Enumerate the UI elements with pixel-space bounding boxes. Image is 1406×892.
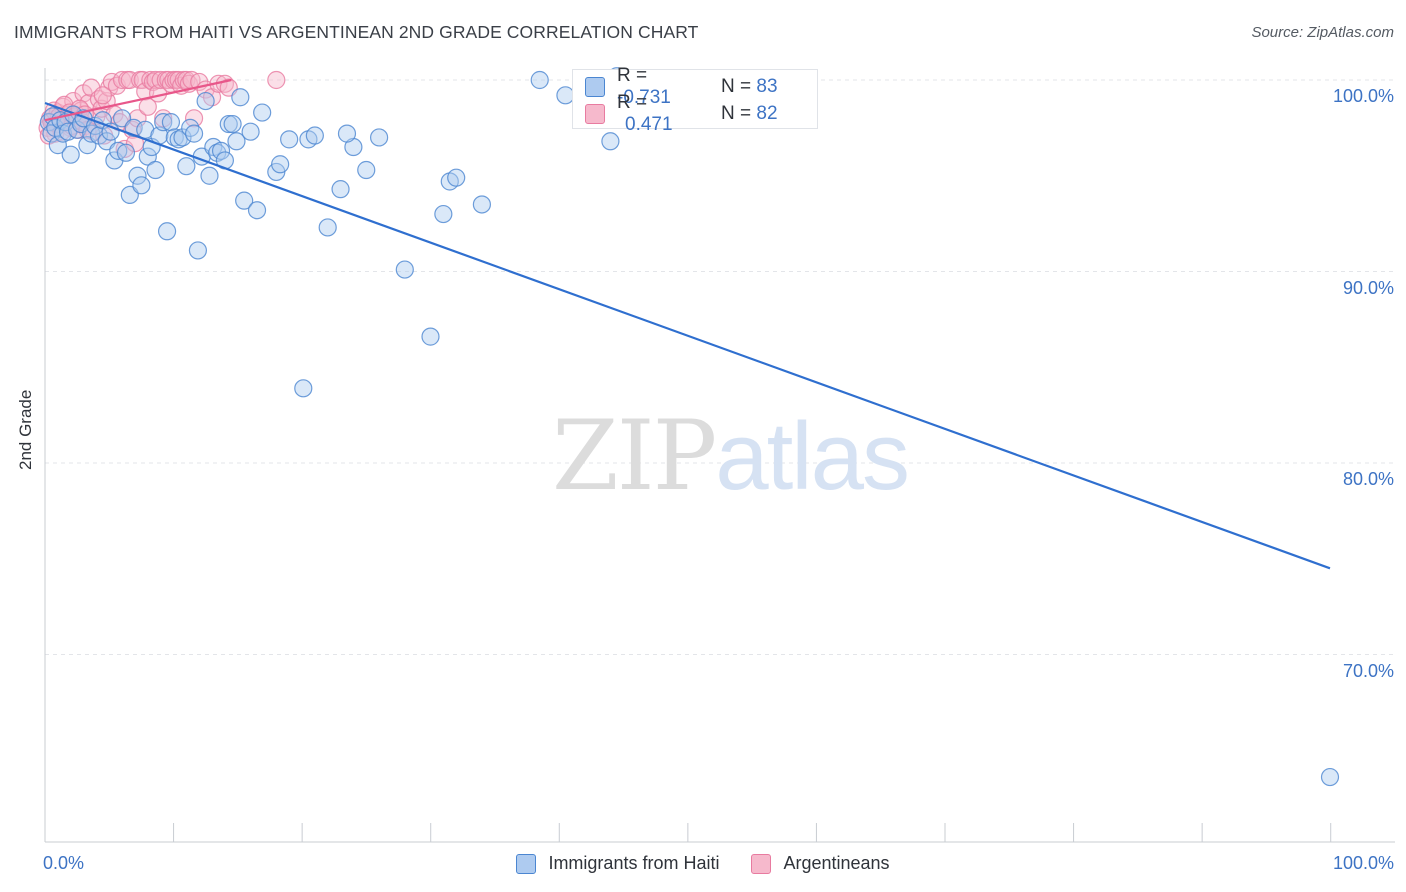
argentineans-point	[120, 70, 139, 90]
haiti-point	[231, 88, 250, 107]
argentineans-point	[267, 70, 286, 90]
haiti-point	[357, 160, 376, 180]
haiti-point	[472, 195, 491, 214]
haiti-point	[601, 132, 620, 151]
legend-swatch-haiti	[585, 77, 605, 97]
haiti-point	[421, 327, 440, 346]
haiti-point	[124, 118, 143, 137]
y-axis-label: 2nd Grade	[16, 389, 35, 470]
haiti-point	[280, 130, 299, 149]
haiti-point	[227, 132, 246, 151]
haiti-point	[200, 166, 219, 185]
haiti-point	[116, 143, 136, 162]
series-label-argentineans: Argentineans	[783, 853, 890, 873]
y-tick-label: 90.0%	[1342, 277, 1394, 298]
haiti-trend-line	[44, 101, 1331, 570]
y-tick-label: 70.0%	[1342, 660, 1394, 681]
y-tick-label: 100.0%	[1332, 86, 1394, 106]
haiti-point	[337, 124, 357, 143]
y-tick-label: 80.0%	[1342, 469, 1394, 489]
legend-n-value: 83	[756, 76, 778, 97]
haiti-point	[219, 114, 238, 134]
watermark: ZIPatlas	[552, 400, 910, 512]
haiti-point	[294, 379, 313, 398]
haiti-point	[305, 126, 324, 145]
source-label: Source: ZipAtlas.com	[1251, 24, 1394, 41]
haiti-point	[161, 113, 181, 132]
haiti-point	[241, 122, 260, 141]
argentineans-point	[141, 70, 160, 90]
legend-row-haiti: R = -0.731 N = 83	[585, 65, 778, 108]
haiti-point	[177, 157, 196, 176]
haiti-point	[157, 222, 177, 241]
series-legend-argentineans[interactable]: Argentineans	[751, 853, 890, 874]
haiti-point	[271, 155, 290, 174]
argentineans-point	[93, 86, 112, 105]
argentineans-trend-line	[44, 78, 232, 122]
haiti-point	[395, 260, 414, 279]
series-label-haiti: Immigrants from Haiti	[548, 853, 720, 873]
series-swatch-haiti	[516, 853, 537, 874]
legend-r-label: R =	[617, 65, 648, 86]
haiti-point	[223, 114, 242, 134]
haiti-point	[154, 113, 173, 132]
chart-title: IMMIGRANTS FROM HAITI VS ARGENTINEAN 2ND…	[14, 22, 699, 42]
legend-n-label: N =	[721, 103, 757, 124]
series-legend: Immigrants from Haiti Argentineans	[0, 853, 1406, 874]
haiti-point	[253, 103, 272, 122]
haiti-point	[434, 204, 453, 224]
haiti-point	[530, 70, 549, 90]
series-legend-haiti[interactable]: Immigrants from Haiti	[516, 853, 719, 874]
haiti-point	[447, 168, 466, 187]
haiti-point	[132, 176, 151, 195]
legend-r-value: -0.731	[617, 87, 671, 108]
haiti-point	[138, 147, 157, 166]
legend-n-label: N =	[721, 76, 757, 97]
haiti-point	[188, 241, 208, 260]
haiti-point	[196, 91, 215, 111]
haiti-point	[173, 128, 192, 147]
argentineans-point	[184, 109, 204, 128]
haiti-point	[128, 166, 147, 185]
haiti-point	[146, 160, 165, 180]
haiti-point	[184, 124, 204, 143]
legend-r-value: 0.471	[625, 114, 673, 135]
argentineans-point	[151, 70, 170, 90]
haiti-point	[318, 218, 337, 237]
trend-lines	[44, 78, 1331, 570]
haiti-point	[370, 128, 389, 147]
argentineans-point	[112, 70, 132, 90]
legend-n-value: 82	[756, 103, 778, 124]
series-swatch-argentineans	[751, 853, 772, 874]
haiti-point	[235, 191, 254, 210]
correlation-legend: R = -0.731 N = 83 R = 0.471 N = 82	[572, 65, 818, 135]
legend-row-argentineans: R = 0.471 N = 82	[585, 92, 778, 135]
axes	[44, 68, 1395, 843]
x-tick-label: 100.0%	[1332, 853, 1394, 873]
haiti-point	[61, 145, 80, 164]
haiti-point	[331, 180, 350, 199]
x-tick-label: 0.0%	[43, 853, 85, 873]
legend-r-label: R =	[617, 92, 648, 113]
grid-lines	[45, 79, 1395, 655]
argentineans-point	[146, 70, 165, 90]
watermark-atlas: atlas	[715, 403, 910, 510]
haiti-point	[1320, 767, 1340, 787]
legend-swatch-argentineans	[585, 104, 605, 124]
haiti-point	[211, 141, 231, 160]
haiti-point	[247, 201, 267, 220]
watermark-zip: ZIP	[552, 400, 717, 512]
haiti-point	[48, 136, 67, 155]
